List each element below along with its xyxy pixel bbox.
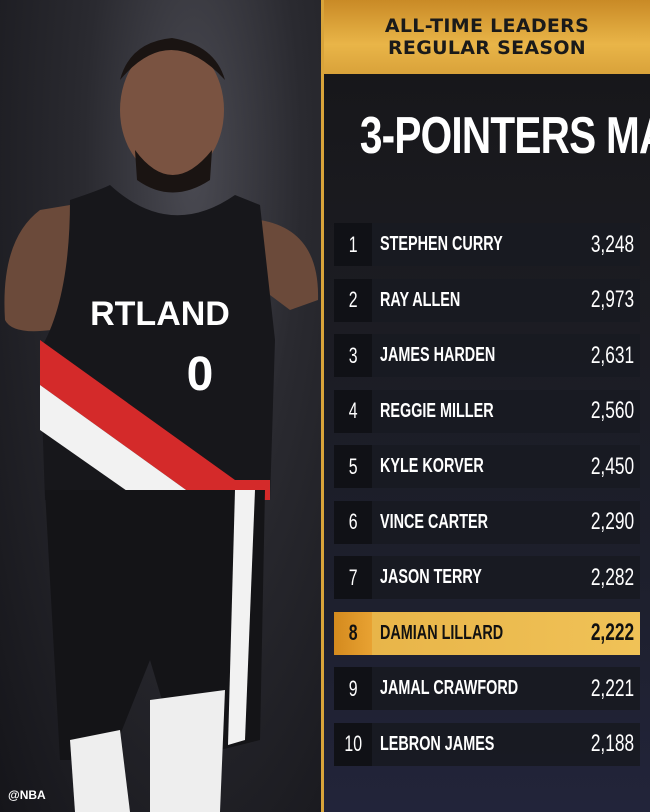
rank: 9 — [348, 675, 358, 701]
player-name: KYLE KORVER — [380, 455, 484, 477]
leader-row: 1 STEPHEN CURRY 3,248 — [334, 223, 640, 266]
rank-cell: 9 — [334, 667, 372, 710]
player-name: STEPHEN CURRY — [380, 233, 503, 255]
header-line-2: REGULAR SEASON — [388, 37, 586, 59]
player-photo: 0 RTLAND @NBA — [0, 0, 322, 812]
leader-row: 9 JAMAL CRAWFORD 2,221 — [334, 667, 640, 710]
leader-row: 10 LEBRON JAMES 2,188 — [334, 722, 640, 766]
player-name: JAMAL CRAWFORD — [380, 677, 519, 699]
player-name: RAY ALLEN — [380, 288, 461, 311]
player-name: JASON TERRY — [380, 566, 482, 588]
leader-row: 6 VINCE CARTER 2,290 — [334, 500, 640, 544]
player-name: DAMIAN LILLARD — [380, 621, 504, 644]
header-banner: ALL-TIME LEADERS REGULAR SEASON — [324, 0, 650, 74]
nba-watermark: @NBA — [8, 788, 46, 802]
leader-row: 5 KYLE KORVER 2,450 — [334, 445, 640, 488]
player-name: LEBRON JAMES — [380, 732, 495, 755]
player-illustration: 0 RTLAND — [4, 38, 319, 812]
leader-row: 3 JAMES HARDEN 2,631 — [334, 334, 640, 377]
jersey-text: RTLAND — [90, 295, 230, 333]
rank-cell: 6 — [334, 500, 372, 544]
rank-cell: 7 — [334, 556, 372, 599]
rank: 1 — [348, 231, 358, 257]
three-pointers-made: 3,248 — [590, 230, 634, 258]
player-name: JAMES HARDEN — [380, 344, 496, 366]
rank: 5 — [348, 453, 358, 479]
rank: 4 — [348, 398, 358, 423]
rank: 6 — [348, 509, 358, 534]
three-pointers-made: 2,560 — [590, 397, 634, 424]
rank-cell: 5 — [334, 445, 372, 488]
player-name: REGGIE MILLER — [380, 399, 494, 422]
rank-cell: 4 — [334, 389, 372, 433]
rank-cell: 2 — [334, 278, 372, 322]
rank: 2 — [348, 287, 358, 312]
three-pointers-made: 2,221 — [590, 674, 634, 702]
rank-cell: 1 — [334, 223, 372, 266]
stat-title: 3-POINTERS MADE — [359, 107, 650, 165]
rank: 10 — [344, 731, 362, 756]
rank: 7 — [348, 564, 358, 590]
three-pointers-made: 2,290 — [590, 508, 634, 535]
leaders-panel: ALL-TIME LEADERS REGULAR SEASON 3-POINTE… — [324, 0, 650, 812]
header-line-1: ALL-TIME LEADERS — [384, 15, 590, 37]
three-pointers-made: 2,631 — [590, 341, 634, 369]
three-pointers-made: 2,450 — [590, 452, 634, 480]
leaders-list: 1 STEPHEN CURRY 3,248 2 RAY ALLEN 2,973 3 JAMES… — [334, 223, 640, 778]
leader-row: 7 JASON TERRY 2,282 — [334, 556, 640, 599]
rank: 8 — [348, 620, 358, 645]
rank: 3 — [348, 342, 358, 368]
three-pointers-made: 2,188 — [590, 730, 634, 757]
rank-cell: 10 — [334, 722, 372, 766]
jersey-number: 0 — [187, 348, 214, 401]
divider — [321, 0, 324, 812]
leader-row: 2 RAY ALLEN 2,973 — [334, 278, 640, 322]
three-pointers-made: 2,973 — [590, 286, 634, 313]
three-pointers-made: 2,222 — [590, 619, 634, 646]
rank-cell: 8 — [334, 611, 372, 655]
rank-cell: 3 — [334, 334, 372, 377]
leader-row: 4 REGGIE MILLER 2,560 — [334, 389, 640, 433]
leader-row-highlighted: 8 DAMIAN LILLARD 2,222 — [334, 611, 640, 655]
player-name: VINCE CARTER — [380, 510, 489, 533]
three-pointers-made: 2,282 — [590, 563, 634, 591]
